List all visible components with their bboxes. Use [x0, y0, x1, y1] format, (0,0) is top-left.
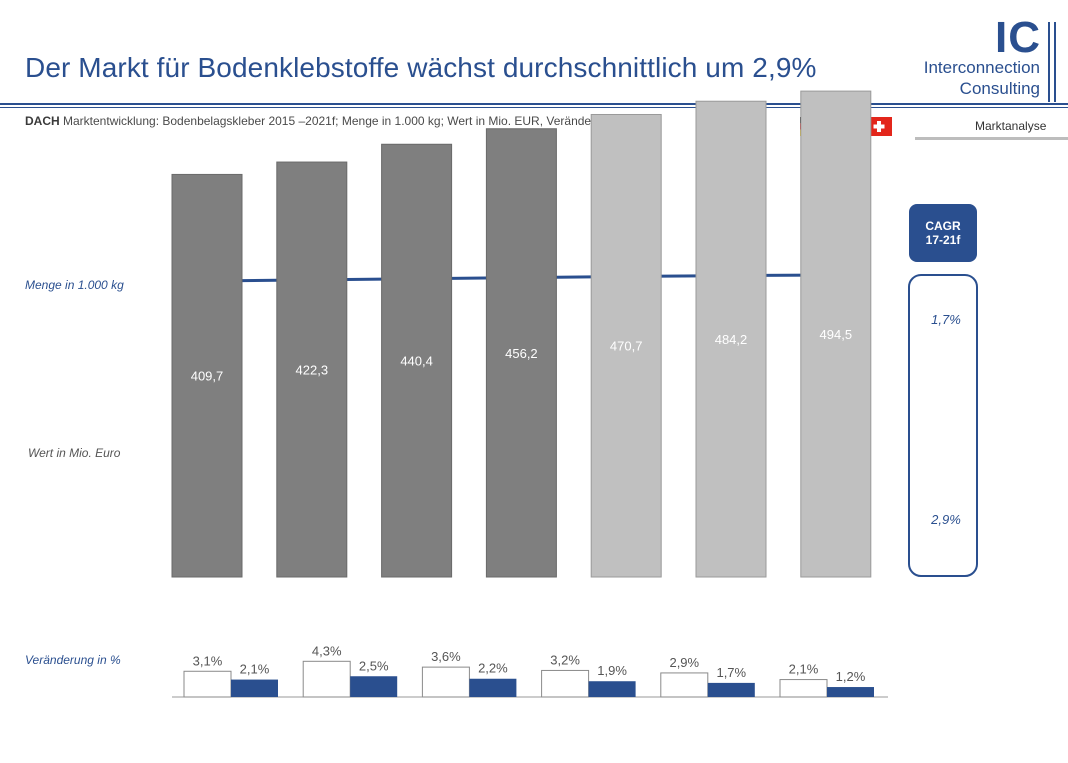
- logo-mark: IC: [995, 13, 1041, 62]
- header-rule: [0, 103, 1068, 105]
- value-label: 409,7: [191, 369, 224, 384]
- change-bar-value: [827, 687, 874, 697]
- cagr-header-line2: 17-21f: [926, 233, 962, 247]
- value-label: 484,2: [715, 332, 748, 347]
- company-logo: IC Interconnection Consulting: [900, 16, 1060, 102]
- logo-bar: [1054, 22, 1056, 102]
- value-label: 440,4: [400, 354, 433, 369]
- change-bar-value: [469, 678, 517, 697]
- change-label-quantity: 2,1%: [789, 662, 819, 677]
- change-label-quantity: 3,1%: [193, 653, 223, 668]
- cagr-value-value: 2,9%: [930, 512, 961, 527]
- section-tab-underline: [915, 137, 1068, 140]
- subtitle-text: Marktentwicklung: Bodenbelagskleber 2015…: [59, 114, 642, 128]
- value-label: 470,7: [610, 339, 643, 354]
- change-label-value: 1,2%: [836, 669, 866, 684]
- quantity-axis-label: Menge in 1.000 kg: [25, 278, 124, 292]
- logo-text-line1: Interconnection: [923, 58, 1040, 77]
- value-bar: [590, 113, 662, 578]
- change-axis-label: Veränderung in %: [25, 653, 121, 667]
- page-title: Der Markt für Bodenklebstoffe wächst dur…: [25, 52, 817, 83]
- change-bar-value: [231, 679, 278, 697]
- value-label: 422,3: [296, 363, 329, 378]
- change-label-quantity: 2,9%: [669, 655, 699, 670]
- switzerland-flag-icon: [866, 117, 892, 136]
- value-bar: [485, 128, 557, 578]
- logo-bar: [1048, 22, 1050, 102]
- change-bar-value: [707, 682, 755, 697]
- change-label-quantity: 4,3%: [312, 643, 342, 658]
- cagr-quantity-value: 1,7%: [931, 312, 961, 327]
- change-label-value: 2,2%: [478, 661, 508, 676]
- change-bar-quantity: [421, 666, 470, 698]
- value-axis-label: Wert in Mio. Euro: [28, 446, 121, 460]
- value-bar: [800, 90, 872, 578]
- value-bar: [381, 143, 453, 578]
- change-bar-quantity: [183, 670, 232, 698]
- change-label-quantity: 3,2%: [550, 652, 580, 667]
- value-label: 456,2: [505, 346, 538, 361]
- value-bar: [171, 173, 243, 578]
- change-label-value: 2,5%: [359, 658, 389, 673]
- cagr-header-line1: CAGR: [925, 219, 961, 233]
- cagr-panel: [908, 274, 978, 577]
- change-bar-quantity: [302, 660, 351, 698]
- change-label-value: 1,9%: [597, 663, 627, 678]
- header-rule-thin: [0, 107, 1068, 108]
- logo-text-line2: Consulting: [959, 79, 1040, 98]
- change-label-value: 1,7%: [716, 665, 746, 680]
- chart-subtitle: DACH Marktentwicklung: Bodenbelagskleber…: [25, 114, 642, 128]
- change-bar-quantity: [541, 669, 590, 698]
- value-bar: [695, 100, 767, 578]
- change-label-value: 2,1%: [240, 662, 270, 677]
- change-bar-quantity: [779, 679, 828, 698]
- cagr-header-box: [909, 204, 977, 262]
- value-bar: [276, 161, 348, 578]
- section-tab-label: Marktanalyse: [975, 119, 1047, 133]
- change-label-quantity: 3,6%: [431, 649, 461, 664]
- value-label: 494,5: [820, 327, 853, 342]
- change-bar-value: [350, 676, 398, 697]
- subtitle-region: DACH: [25, 114, 60, 128]
- change-bar-value: [588, 681, 636, 697]
- change-bar-quantity: [660, 672, 709, 698]
